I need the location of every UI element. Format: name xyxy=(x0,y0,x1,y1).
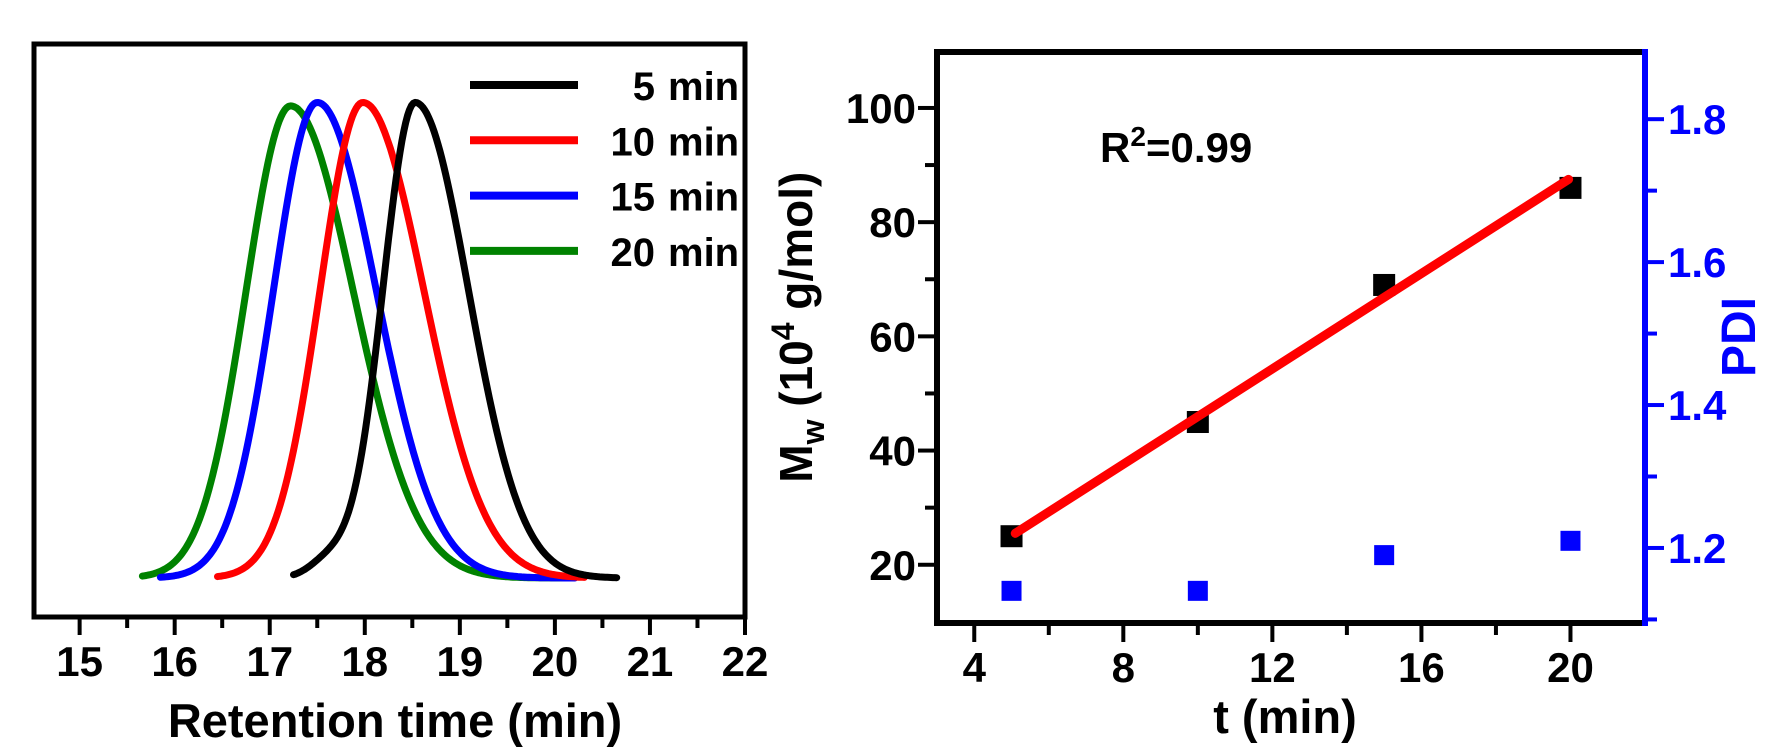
y-left-tick-label: 40 xyxy=(869,428,916,475)
x-tick-label: 16 xyxy=(1398,644,1445,691)
x-axis-ticks xyxy=(77,619,747,635)
legend-label-unit: min xyxy=(668,65,739,109)
legend-label-unit: min xyxy=(668,120,739,164)
x-tick-label: 22 xyxy=(722,638,769,685)
curve-5-min xyxy=(290,98,621,582)
pdi-data-point xyxy=(1001,580,1022,601)
x-tick-label: 19 xyxy=(436,638,483,685)
axis-ticks xyxy=(918,105,1664,642)
axis-tick-labels: 4 8 12 16 20 20 40 60 80 100 1.2 1.4 1.6 1.8 xyxy=(846,85,1727,691)
x-tick-label: 17 xyxy=(246,638,293,685)
x-tick-label: 4 xyxy=(963,644,987,691)
linear-fit-line xyxy=(1010,174,1574,538)
x-tick-label: 16 xyxy=(151,638,198,685)
y-right-tick-label: 1.8 xyxy=(1668,96,1726,143)
x-axis-tick-labels: 15 16 17 18 19 20 21 22 xyxy=(56,638,768,685)
legend: 5 min 10 min 15 min 20 min xyxy=(470,65,739,275)
plot-frame xyxy=(31,41,748,620)
pdi-data-point xyxy=(1560,530,1581,551)
x-tick-label: 20 xyxy=(1547,644,1594,691)
legend-label-number: 20 xyxy=(611,231,656,275)
y-left-tick-label: 100 xyxy=(846,85,916,132)
legend-label-unit: min xyxy=(668,231,739,275)
x-tick-label: 21 xyxy=(627,638,674,685)
x-tick-label: 18 xyxy=(341,638,388,685)
y-right-tick-label: 1.4 xyxy=(1668,382,1727,429)
curve-10-min xyxy=(214,99,588,581)
plot-frame xyxy=(934,49,1648,626)
legend-label-number: 15 xyxy=(611,176,656,220)
gpc-chromatogram-panel: 15 16 17 18 19 20 21 22 5 min 10 min 15 min 20 min Ret… xyxy=(31,41,768,747)
time-axis-title: t (min) xyxy=(1213,690,1357,743)
y-left-tick-label: 60 xyxy=(869,313,916,360)
curve-20-min xyxy=(138,102,576,582)
curve-15-min xyxy=(156,99,579,582)
chromatogram-curves xyxy=(138,98,621,582)
r-squared-annotation: R2=0.99 xyxy=(995,121,1334,171)
data-series xyxy=(1000,174,1582,601)
y-left-tick-label: 20 xyxy=(869,542,916,589)
legend-label-number: 10 xyxy=(611,120,656,164)
x-tick-label: 20 xyxy=(532,638,579,685)
x-tick-label: 12 xyxy=(1249,644,1296,691)
y-right-tick-label: 1.2 xyxy=(1668,525,1726,572)
pdi-axis-title: PDI xyxy=(1713,297,1766,377)
pdi-data-point xyxy=(1374,545,1395,566)
plot-border xyxy=(31,41,748,620)
x-tick-label: 15 xyxy=(56,638,103,685)
pdi-data-point xyxy=(1187,580,1208,601)
x-tick-label: 8 xyxy=(1112,644,1135,691)
mw-axis-title: Mw (104 g/mol) xyxy=(765,82,831,598)
y-left-tick-label: 80 xyxy=(869,199,916,246)
legend-label-number: 5 xyxy=(633,65,655,109)
legend-label-unit: min xyxy=(668,176,739,220)
y-right-tick-label: 1.6 xyxy=(1668,239,1726,286)
retention-time-axis-title: Retention time (min) xyxy=(168,694,622,747)
